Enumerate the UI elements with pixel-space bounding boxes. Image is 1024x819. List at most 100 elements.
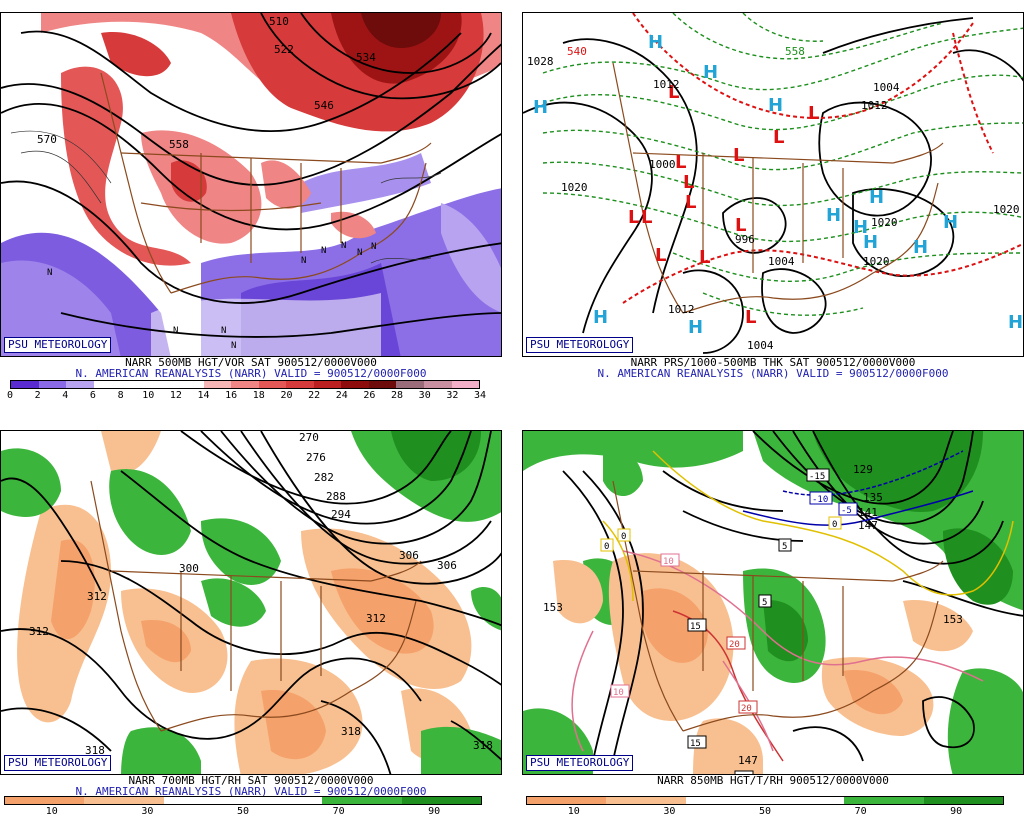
temperature-label: 10 <box>613 688 624 698</box>
svg-text:N: N <box>173 326 178 336</box>
vorticity-colorbar-ticks: 0 2 4 6 8 10 12 14 16 18 20 22 24 26 28 30 32 34 <box>6 390 486 402</box>
panel-caption: NARR PRS/1000-500MB THK SAT 900512/0000V… <box>630 356 916 369</box>
contour-label: 135 <box>863 491 883 504</box>
temperature-label: -15 <box>809 472 825 482</box>
temperature-label: -5 <box>841 506 852 516</box>
contour-label: 147 <box>858 519 878 532</box>
pressure-label: 1004 <box>873 81 900 94</box>
pressure-label: 1020 <box>863 255 890 268</box>
psu-meteorology-badge: PSU METEOROLOGY <box>4 755 112 771</box>
colorbar-swatch <box>148 381 177 388</box>
pressure-label: 1004 <box>768 255 795 268</box>
contour-label: 282 <box>314 471 334 484</box>
low-pressure-symbol: L <box>808 103 819 124</box>
colorbar-swatch <box>804 797 845 804</box>
high-pressure-symbol: H <box>913 237 928 258</box>
colorbar-swatch <box>286 381 314 388</box>
temperature-label: 10 <box>663 557 674 567</box>
colorbar-swatch <box>176 381 204 388</box>
low-pressure-symbol: L <box>685 192 696 213</box>
contour-label: 276 <box>306 451 326 464</box>
low-pressure-symbol: L <box>745 307 756 328</box>
high-pressure-symbol: H <box>768 95 783 116</box>
colorbar-tick-label: 14 <box>197 390 210 401</box>
colorbar-tick-label: 0 <box>6 390 14 401</box>
colorbar-tick-label: 6 <box>89 390 96 401</box>
low-pressure-symbol: L <box>641 207 652 228</box>
vorticity-colorbar <box>10 380 480 389</box>
low-pressure-symbol: L <box>628 207 639 228</box>
contour-label: 546 <box>314 99 334 112</box>
pressure-label: 1012 <box>668 303 695 316</box>
temperature-label: 15 <box>690 739 701 749</box>
contour-label: 294 <box>331 508 351 521</box>
contour-label: 153 <box>943 613 963 626</box>
low-pressure-symbol: L <box>773 127 784 148</box>
colorbar-tick-label: 26 <box>363 390 376 401</box>
map-surface: H H H H H H H H H H H H H L L L L L L L <box>522 12 1024 357</box>
colorbar-swatch <box>844 797 885 804</box>
high-pressure-symbol: H <box>688 317 703 338</box>
humidity-colorbar <box>4 796 482 805</box>
colorbar-tick-label: 50 <box>236 806 250 817</box>
temperature-label: 5 <box>762 598 767 608</box>
colorbar-swatch <box>527 797 567 804</box>
high-pressure-symbol: H <box>943 212 958 233</box>
colorbar-tick-label: 8 <box>117 390 124 401</box>
colorbar-swatch <box>11 381 39 388</box>
high-pressure-symbol: H <box>703 62 718 83</box>
colorbar-tick-label: 30 <box>141 806 154 817</box>
colorbar-tick-label: 16 <box>225 390 238 401</box>
temperature-label: 20 <box>741 704 752 714</box>
low-pressure-symbol: L <box>655 245 666 266</box>
colorbar-swatch <box>322 797 363 804</box>
colorbar-swatch <box>243 797 283 804</box>
colorbar-swatch <box>313 381 342 388</box>
temperature-label: 15 <box>690 622 701 632</box>
colorbar-swatch <box>401 797 442 804</box>
panel-caption: NARR 500MB HGT/VOR SAT 900512/0000V000 <box>125 356 377 369</box>
contour-label: 129 <box>853 463 873 476</box>
svg-text:N: N <box>341 241 346 251</box>
colorbar-swatch <box>66 381 94 388</box>
panel-850mb-temperature: 153 153 147 141 135 129 147 -15 -10 -5 0… <box>522 418 1024 818</box>
contour-label: 312 <box>366 612 386 625</box>
colorbar-tick-label: 24 <box>335 390 348 401</box>
svg-text:N: N <box>301 256 306 266</box>
svg-text:N: N <box>321 246 326 256</box>
svg-text:N: N <box>221 326 226 336</box>
contour-label: 534 <box>356 51 376 64</box>
contour-label: 522 <box>274 43 294 56</box>
contour-label: 558 <box>169 138 189 151</box>
high-pressure-symbol: H <box>826 205 841 226</box>
map-700mb: 270 276 282 288 294 300 306 306 312 312 … <box>0 430 502 775</box>
colorbar-tick-label: 30 <box>663 806 676 817</box>
pressure-label: 1004 <box>747 339 774 352</box>
contour-label: 288 <box>326 490 346 503</box>
thickness-label: 558 <box>785 45 805 58</box>
colorbar-swatch <box>685 797 726 804</box>
high-pressure-symbol: H <box>1008 312 1023 333</box>
low-pressure-symbol: L <box>733 145 744 166</box>
humidity-colorbar-ticks: 10 30 50 70 90 <box>4 806 482 818</box>
colorbar-swatch <box>38 381 67 388</box>
contour-label: 318 <box>85 744 105 757</box>
svg-text:N: N <box>371 242 376 252</box>
svg-text:N: N <box>47 268 52 278</box>
pressure-label: 1020 <box>561 181 588 194</box>
colorbar-tick-label: 4 <box>62 390 69 401</box>
colorbar-tick-label: 30 <box>418 390 431 401</box>
colorbar-swatch <box>451 381 480 388</box>
colorbar-tick-label: 10 <box>567 806 580 817</box>
colorbar-swatch <box>368 381 397 388</box>
colorbar-tick-label: 28 <box>391 390 404 401</box>
colorbar-swatch <box>646 797 686 804</box>
high-pressure-symbol: H <box>533 97 548 118</box>
colorbar-swatch <box>963 797 1004 804</box>
colorbar-swatch <box>923 797 964 804</box>
colorbar-tick-label: 70 <box>332 806 345 817</box>
pressure-label: 1020 <box>993 203 1020 216</box>
humidity-colorbar <box>526 796 1004 805</box>
colorbar-tick-label: 90 <box>428 806 441 817</box>
